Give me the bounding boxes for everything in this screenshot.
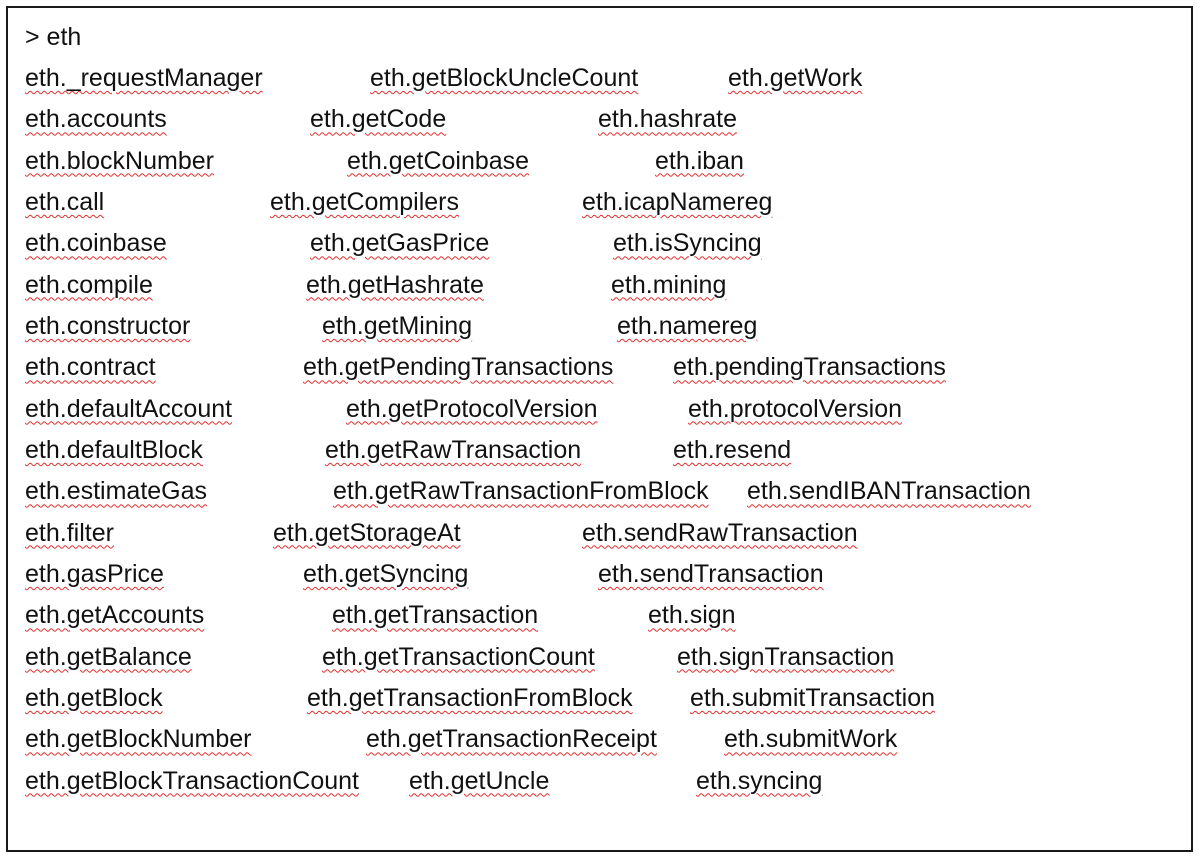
completion-item[interactable]: eth.filter	[25, 518, 114, 547]
completion-item[interactable]: eth.getHashrate	[306, 270, 484, 299]
completion-item[interactable]: eth.submitTransaction	[690, 683, 936, 712]
completion-item[interactable]: eth.getMining	[322, 311, 473, 340]
completion-row: eth.constructor eth.getMining eth.namereg	[0, 309, 1200, 350]
completion-row: eth.getBalance eth.getTransactionCount eth…	[0, 640, 1200, 681]
completion-item[interactable]: eth.getTransactionReceipt	[366, 725, 657, 754]
completion-item[interactable]: eth.getStorageAt	[273, 518, 461, 547]
completion-row: eth.contract eth.getPendingTransactions et…	[0, 350, 1200, 391]
completion-item[interactable]: eth.namereg	[617, 311, 758, 340]
completion-item[interactable]: eth.icapNamereg	[582, 187, 773, 216]
completion-row: eth.coinbase eth.getGasPrice eth.isSyncing	[0, 226, 1200, 267]
completion-row: eth.compile eth.getHashrate eth.mining	[0, 268, 1200, 309]
console-frame	[6, 6, 1193, 852]
completion-item[interactable]: eth.sendRawTransaction	[582, 518, 858, 547]
completion-item[interactable]: eth.blockNumber	[25, 146, 214, 175]
completion-row: eth.accounts eth.getCode eth.hashrate	[0, 102, 1200, 143]
completion-item[interactable]: eth.getBlockTransactionCount	[25, 766, 359, 795]
completion-item[interactable]: eth.getProtocolVersion	[346, 394, 598, 423]
completion-item[interactable]: eth.syncing	[696, 766, 823, 795]
completion-item[interactable]: eth.getWork	[728, 64, 863, 92]
completion-item[interactable]: eth.getTransaction	[332, 601, 539, 630]
completion-item[interactable]: eth.getSyncing	[303, 559, 469, 588]
completion-item[interactable]: eth.getGasPrice	[310, 229, 490, 258]
completion-row: eth.getAccounts eth.getTransaction eth.sig…	[0, 598, 1200, 639]
completion-item[interactable]: eth.iban	[655, 146, 744, 175]
completion-item[interactable]: eth.accounts	[25, 105, 167, 134]
completion-item[interactable]: eth.getBlock	[25, 683, 163, 712]
completion-item[interactable]: eth.resend	[673, 435, 792, 464]
completion-row: eth.call eth.getCompilers eth.icapNamereg	[0, 185, 1200, 226]
completion-item[interactable]: eth.getTransactionFromBlock	[307, 683, 633, 712]
completion-item[interactable]: eth.getPendingTransactions	[303, 353, 614, 382]
completion-item[interactable]: eth.getCompilers	[270, 187, 459, 216]
completion-item[interactable]: eth.call	[25, 187, 105, 216]
completion-item[interactable]: eth.signTransaction	[677, 642, 895, 671]
completion-row: eth.getBlockNumber eth.getTransactionRece…	[0, 722, 1200, 763]
completion-item[interactable]: eth.pendingTransactions	[673, 353, 946, 382]
completion-row: eth.blockNumber eth.getCoinbase eth.iban	[0, 144, 1200, 185]
completion-item[interactable]: eth.contract	[25, 353, 156, 382]
completion-item[interactable]: eth.sendIBANTransaction	[747, 477, 1031, 506]
completion-item[interactable]: eth.mining	[611, 270, 727, 299]
completion-item[interactable]: eth.getUncle	[409, 766, 550, 795]
completion-row: eth.defaultAccount eth.getProtocolVersion…	[0, 392, 1200, 433]
completion-item[interactable]: eth._requestManager	[25, 64, 263, 92]
completion-item[interactable]: eth.coinbase	[25, 229, 167, 258]
console-prompt: > eth	[25, 23, 82, 51]
autocomplete-list: eth._requestManager eth.getBlockUncleCoun…	[0, 61, 1200, 805]
completion-row: eth.getBlockTransactionCount eth.getUncle…	[0, 764, 1200, 805]
completion-row: eth.defaultBlock eth.getRawTransaction eth…	[0, 433, 1200, 474]
completion-item[interactable]: eth.defaultBlock	[25, 435, 203, 464]
completion-item[interactable]: eth.estimateGas	[25, 477, 208, 506]
completion-row: eth.gasPrice eth.getSyncing eth.sendTransa…	[0, 557, 1200, 598]
completion-item[interactable]: eth.defaultAccount	[25, 394, 233, 423]
completion-item[interactable]: eth.compile	[25, 270, 153, 299]
completion-item[interactable]: eth.protocolVersion	[688, 394, 903, 423]
completion-item[interactable]: eth.getCode	[310, 105, 447, 134]
completion-item[interactable]: eth.getBalance	[25, 642, 192, 671]
completion-item[interactable]: eth.isSyncing	[613, 229, 762, 258]
completion-item[interactable]: eth.getRawTransaction	[325, 435, 582, 464]
completion-item[interactable]: eth.gasPrice	[25, 559, 164, 588]
completion-item[interactable]: eth.constructor	[25, 311, 191, 340]
completion-item[interactable]: eth.sign	[648, 601, 736, 630]
completion-item[interactable]: eth.getTransactionCount	[322, 642, 595, 671]
completion-item[interactable]: eth.getCoinbase	[347, 146, 530, 175]
completion-item[interactable]: eth.submitWork	[724, 725, 898, 754]
completion-row: eth.estimateGas eth.getRawTransactionFrom…	[0, 474, 1200, 515]
completion-item[interactable]: eth.getBlockUncleCount	[370, 64, 639, 92]
completion-item[interactable]: eth.getAccounts	[25, 601, 205, 630]
completion-item[interactable]: eth.getRawTransactionFromBlock	[333, 477, 709, 506]
completion-row: eth.getBlock eth.getTransactionFromBlock e…	[0, 681, 1200, 722]
completion-row: eth.filter eth.getStorageAt eth.sendRawTra…	[0, 516, 1200, 557]
completion-item[interactable]: eth.getBlockNumber	[25, 725, 252, 754]
completion-item[interactable]: eth.hashrate	[598, 105, 737, 134]
completion-item[interactable]: eth.sendTransaction	[598, 559, 824, 588]
completion-row: eth._requestManager eth.getBlockUncleCoun…	[0, 61, 1200, 102]
